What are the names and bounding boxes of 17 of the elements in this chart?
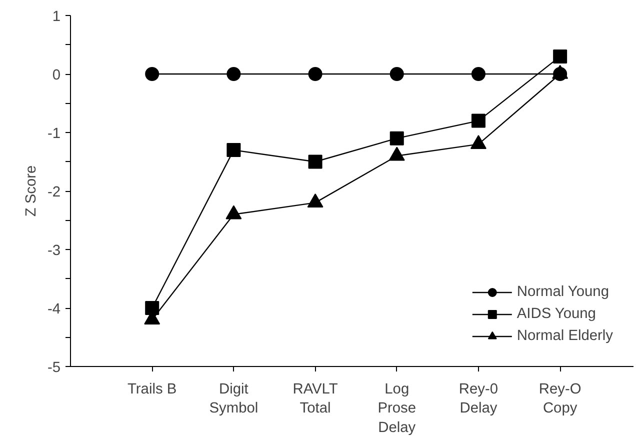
legend-label: Normal Young: [516, 284, 609, 300]
y-tick-label: -2: [47, 184, 61, 200]
x-tick-label: Trails B: [128, 382, 177, 398]
legend-label: AIDS Young: [516, 306, 596, 322]
x-tick-label: Log Prose Delay: [378, 382, 416, 436]
y-tick-label: -4: [47, 302, 61, 318]
y-tick-label: -3: [47, 243, 61, 259]
y-tick-label: 1: [52, 9, 61, 25]
y-axis-title: Z Score: [23, 165, 40, 217]
x-tick-label: Rey-0 Delay: [458, 382, 498, 417]
x-tick-label: Digit Symbol: [209, 382, 258, 417]
x-tick-label: Rey-O Copy: [538, 382, 582, 417]
legend-label: Normal Elderly: [516, 328, 613, 344]
y-tick-label: -5: [47, 360, 61, 376]
y-tick-label: 0: [52, 68, 61, 84]
y-tick-label: -1: [47, 126, 61, 142]
x-tick-label: RAVLT Total: [292, 382, 338, 417]
